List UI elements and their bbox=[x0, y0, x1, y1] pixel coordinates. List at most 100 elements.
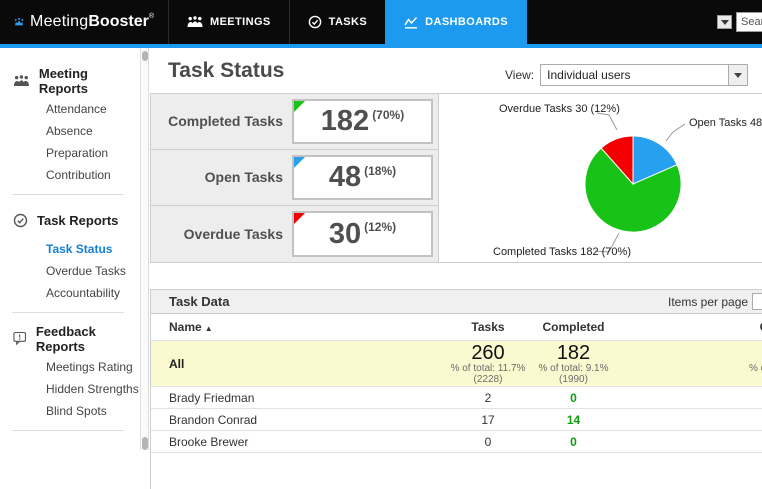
logo-text-light: Meeting bbox=[30, 13, 89, 30]
divider bbox=[12, 312, 124, 313]
sidebar-item-preparation[interactable]: Preparation bbox=[46, 146, 109, 160]
sidebar: Meeting Reports Attendance Absence Prepa… bbox=[0, 48, 140, 450]
sidebar-section-meeting-reports[interactable]: Meeting Reports bbox=[0, 64, 140, 97]
pie-label-completed: Completed Tasks 182 (70%) bbox=[493, 246, 631, 258]
kpi-value: 48 bbox=[328, 161, 362, 193]
view-selector-row: View: Individual users bbox=[505, 64, 749, 86]
table-row[interactable]: Brady Friedman 2 0 bbox=[151, 387, 762, 409]
items-per-page-select[interactable] bbox=[752, 293, 762, 310]
sidebar-section-task-reports[interactable]: Task Reports bbox=[0, 204, 140, 237]
divider bbox=[12, 430, 124, 431]
cell-tasks: 0 bbox=[484, 434, 492, 449]
meetings-icon bbox=[187, 16, 203, 27]
meetingbooster-logo-icon bbox=[14, 18, 24, 26]
kpi-value: 182 bbox=[320, 105, 370, 137]
kpi-open-tasks: Open Tasks 48 (18%) bbox=[151, 150, 438, 206]
sidebar-item-task-status[interactable]: Task Status bbox=[46, 242, 113, 256]
cell-tasks: 17 bbox=[481, 412, 495, 427]
task-data-header: Task Data Items per page bbox=[151, 290, 762, 314]
items-per-page-label: Items per page bbox=[668, 294, 749, 309]
sidebar-item-absence[interactable]: Absence bbox=[46, 124, 93, 138]
chevron-down-icon bbox=[720, 19, 729, 25]
pie-label-open: Open Tasks 48 (18%) bbox=[689, 117, 762, 129]
cell-name: Brooke Brewer bbox=[169, 434, 249, 449]
corner-flag-blue bbox=[294, 157, 305, 168]
sidebar-item-hidden-strengths[interactable]: Hidden Strengths bbox=[46, 382, 139, 396]
column-header-tasks[interactable]: Tasks bbox=[471, 320, 505, 334]
callout-line-completed bbox=[594, 232, 620, 253]
table-row[interactable]: Brandon Conrad 17 14 bbox=[151, 409, 762, 431]
dashboards-icon bbox=[404, 16, 418, 29]
table-row-all[interactable]: All 260 % of total: 11.7% (2228) 182 % o… bbox=[151, 341, 762, 387]
kpi-label: Completed Tasks bbox=[168, 113, 283, 129]
cell-completed: 14 bbox=[566, 412, 581, 427]
accent-strip bbox=[0, 44, 762, 48]
column-header-overdue[interactable]: Overdue bbox=[616, 320, 762, 334]
scrollbar-thumb[interactable] bbox=[142, 437, 148, 450]
page-title: Task Status bbox=[168, 59, 285, 82]
task-status-summary-panel: Completed Tasks 182 (70%) Open Tasks 48 … bbox=[150, 93, 762, 263]
task-data-panel: Task Data Items per page Name ▲ Tasks Com… bbox=[150, 289, 762, 489]
sidebar-item-overdue-tasks[interactable]: Overdue Tasks bbox=[46, 264, 126, 278]
column-header-name[interactable]: Name ▲ bbox=[169, 320, 213, 334]
main-nav: MEETINGS TASKS DASHBOARDS bbox=[168, 0, 527, 44]
sidebar-item-blind-spots[interactable]: Blind Spots bbox=[46, 404, 107, 418]
check-circle-icon bbox=[13, 213, 28, 228]
section-label: Meeting Reports bbox=[38, 65, 88, 96]
sidebar-scrollbar[interactable] bbox=[140, 48, 149, 450]
kpi-label: Overdue Tasks bbox=[183, 225, 283, 242]
view-label: View: bbox=[505, 68, 535, 82]
select-caret-button[interactable] bbox=[728, 65, 748, 85]
pie-slice-open[interactable] bbox=[632, 135, 678, 185]
cell-tasks: 260 % of total: 11.7% (2228) bbox=[450, 341, 526, 385]
kpi-label: Open Tasks bbox=[204, 169, 283, 185]
tab-tasks-label: TASKS bbox=[328, 16, 368, 28]
pie-slice-overdue[interactable] bbox=[600, 135, 634, 186]
pie-label-overdue: Overdue Tasks 30 (12%) bbox=[499, 103, 620, 115]
registered-mark: ® bbox=[148, 13, 154, 20]
pie-slice-completed[interactable] bbox=[584, 147, 682, 233]
kpi-completed-tasks: Completed Tasks 182 (70%) bbox=[151, 94, 438, 150]
kpi-percent: (12%) bbox=[364, 220, 397, 234]
cell-completed: 182 % of total: 9.1% (1990) bbox=[538, 341, 609, 385]
sidebar-section-feedback-reports[interactable]: Feedback Reports bbox=[0, 322, 140, 355]
kpi-percent: (18%) bbox=[364, 163, 397, 178]
tab-dashboards-label: DASHBOARDS bbox=[425, 16, 508, 28]
kpi-cards: Completed Tasks 182 (70%) Open Tasks 48 … bbox=[151, 94, 439, 262]
sidebar-item-attendance[interactable]: Attendance bbox=[46, 102, 107, 116]
cell-name: Brady Friedman bbox=[169, 390, 255, 405]
tab-meetings-label: MEETINGS bbox=[210, 16, 271, 28]
corner-flag-green bbox=[294, 101, 305, 112]
top-bar: MeetingBooster® MEETINGS TASKS DASHBO bbox=[0, 0, 762, 44]
kpi-value-box[interactable]: 48 (18%) bbox=[292, 155, 433, 200]
tab-tasks[interactable]: TASKS bbox=[288, 0, 385, 44]
kpi-value: 30 bbox=[328, 217, 362, 250]
callout-line-overdue bbox=[596, 112, 618, 131]
cell-completed: 0 bbox=[570, 390, 577, 405]
task-status-pie-chart: Overdue Tasks 30 (12%) Open Tasks 48 (18… bbox=[493, 103, 762, 258]
tasks-icon bbox=[308, 15, 321, 29]
people-icon bbox=[13, 74, 29, 86]
column-header-completed[interactable]: Completed bbox=[542, 320, 605, 334]
search-input[interactable] bbox=[736, 12, 762, 32]
sidebar-item-meetings-rating[interactable]: Meetings Rating bbox=[46, 360, 133, 374]
sidebar-item-contribution[interactable]: Contribution bbox=[46, 168, 111, 182]
cell-completed: 0 bbox=[570, 434, 577, 449]
kpi-value-box[interactable]: 182 (70%) bbox=[292, 99, 433, 144]
section-label: Task Reports bbox=[37, 213, 119, 228]
table-header-row: Name▲ Tasks Completed Overdue bbox=[151, 314, 762, 341]
view-select[interactable]: Individual users bbox=[540, 64, 749, 86]
sidebar-item-accountability[interactable]: Accountability bbox=[46, 286, 121, 300]
cell-tasks: 2 bbox=[484, 390, 492, 405]
kpi-value-box[interactable]: 30 (12%) bbox=[292, 211, 433, 257]
sort-ascending-icon: ▲ bbox=[204, 324, 213, 333]
feedback-bubble-icon bbox=[13, 331, 27, 346]
tab-meetings[interactable]: MEETINGS bbox=[168, 0, 289, 44]
scrollbar-thumb[interactable] bbox=[142, 51, 148, 61]
app-logo[interactable]: MeetingBooster® bbox=[0, 0, 168, 44]
user-menu-button[interactable] bbox=[717, 15, 732, 29]
tab-dashboards[interactable]: DASHBOARDS bbox=[385, 0, 527, 44]
divider bbox=[12, 194, 124, 195]
cell-overdue: 30 % of total: 1.3% (2520) bbox=[748, 362, 762, 374]
kpi-overdue-tasks: Overdue Tasks 30 (12%) bbox=[151, 206, 438, 262]
